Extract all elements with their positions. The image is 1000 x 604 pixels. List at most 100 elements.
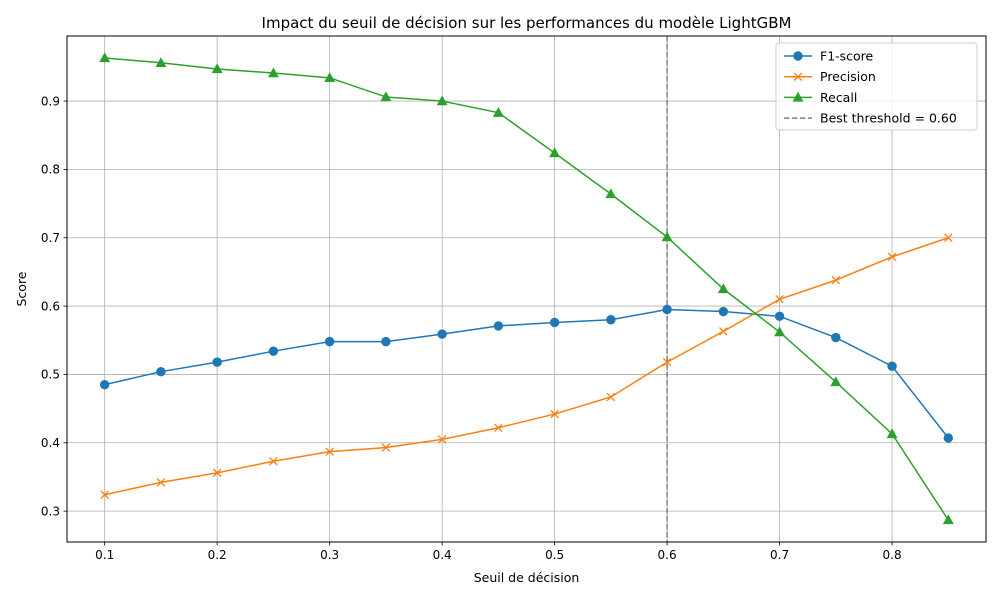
data-point-f1-score (831, 332, 841, 343)
data-point-f1-score (887, 361, 897, 371)
data-point-recall (211, 63, 223, 74)
y-tick-label: 0.3 (41, 504, 60, 518)
data-point-precision (494, 423, 503, 432)
x-tick-label: 0.4 (433, 548, 452, 562)
data-point-f1-score (549, 317, 560, 328)
y-tick-label: 0.9 (41, 94, 60, 108)
legend-marker (792, 91, 804, 102)
x-marker-stroke (550, 409, 559, 419)
data-point-recall (830, 376, 842, 387)
data-point-precision (381, 443, 391, 452)
series-precision (100, 233, 953, 499)
legend-item-recall: Recall (784, 90, 857, 105)
data-point-f1-score (774, 311, 785, 322)
chart-title: Impact du seuil de décision sur les perf… (262, 14, 792, 32)
legend-item-precision: Precision (784, 69, 876, 84)
series-line-recall (104, 57, 949, 521)
x-marker-stroke (606, 392, 616, 402)
data-point-precision (719, 327, 728, 336)
x-marker-stroke (719, 327, 728, 336)
data-point-recall (605, 188, 617, 199)
data-point-precision (775, 294, 784, 304)
data-point-f1-score (212, 357, 222, 367)
data-point-f1-score (493, 321, 504, 331)
x-marker-stroke (793, 72, 803, 81)
data-point-precision (550, 409, 559, 419)
x-tick-label: 0.2 (208, 548, 227, 562)
x-marker-stroke (381, 443, 391, 452)
legend-label: Precision (820, 69, 876, 84)
data-point-precision (269, 456, 278, 466)
data-point-precision (831, 275, 841, 285)
x-tick-label: 0.1 (95, 548, 114, 562)
data-point-recall (549, 147, 561, 158)
data-point-precision (325, 447, 334, 456)
data-point-f1-score (381, 336, 391, 347)
x-tick-label: 0.8 (883, 548, 902, 562)
data-point-recall (661, 231, 673, 242)
x-marker-stroke (662, 357, 672, 367)
series-recall (99, 52, 954, 525)
legend-box (775, 42, 978, 131)
x-marker-stroke (831, 275, 841, 285)
x-marker-stroke (100, 490, 109, 499)
data-point-precision (662, 357, 672, 367)
legend-marker (793, 72, 803, 81)
legend-label: Best threshold = 0.60 (820, 111, 957, 126)
data-point-precision (437, 435, 447, 444)
x-tick-label: 0.7 (770, 548, 789, 562)
y-tick-label: 0.4 (41, 436, 60, 450)
data-point-recall (717, 283, 729, 294)
legend-item-best-threshold-0-60: Best threshold = 0.60 (784, 111, 957, 126)
data-point-recall (324, 72, 336, 83)
axes-frame (66, 35, 987, 543)
legend-label: Recall (820, 90, 857, 105)
data-point-precision (156, 478, 166, 487)
x-tick-label: 0.6 (658, 548, 677, 562)
legend-item-f1-score: F1-score (784, 49, 874, 64)
data-point-precision (212, 468, 222, 478)
data-point-recall (155, 57, 167, 67)
x-marker-stroke (325, 447, 334, 456)
series-line-precision (104, 237, 949, 496)
data-point-f1-score (718, 306, 729, 317)
series-f1-score (99, 304, 954, 443)
x-marker-stroke (944, 233, 953, 243)
series-line-f1-score (104, 308, 949, 439)
x-marker-stroke (269, 456, 278, 466)
data-point-precision (100, 490, 109, 499)
legend: F1-score Precision Recall Best threshold = … (775, 42, 978, 131)
data-point-f1-score (943, 433, 954, 443)
y-tick-label: 0.7 (41, 231, 60, 245)
series-layer (99, 52, 954, 525)
y-axis-label: Score (14, 271, 29, 306)
data-point-precision (944, 233, 953, 243)
data-point-f1-score (99, 379, 110, 390)
data-point-recall (380, 91, 392, 102)
x-marker-stroke (212, 468, 222, 478)
x-marker-stroke (156, 478, 166, 487)
data-point-f1-score (268, 346, 279, 356)
x-marker-stroke (887, 252, 897, 262)
data-point-recall (774, 326, 786, 337)
legend-marker (793, 51, 803, 61)
x-marker-stroke (437, 435, 447, 444)
data-point-f1-score (606, 315, 616, 325)
data-point-recall (492, 107, 504, 117)
tick-layer: 0.1 0.2 0.3 0.4 0.5 0.6 0.7 0.8 0.3 0.4 0.5 0.6 0.7 0… (41, 94, 902, 562)
data-point-f1-score (662, 304, 672, 315)
data-point-f1-score (156, 366, 166, 377)
x-tick-label: 0.3 (320, 548, 339, 562)
data-point-precision (606, 392, 616, 402)
y-tick-label: 0.6 (41, 299, 60, 313)
data-point-recall (267, 67, 279, 78)
legend-label: F1-score (820, 49, 874, 64)
y-tick-label: 0.8 (41, 163, 60, 177)
x-axis-label: Seuil de décision (474, 570, 580, 585)
data-point-f1-score (324, 336, 335, 347)
x-tick-label: 0.5 (545, 548, 564, 562)
data-point-recall (436, 95, 448, 106)
x-marker-stroke (775, 294, 784, 304)
